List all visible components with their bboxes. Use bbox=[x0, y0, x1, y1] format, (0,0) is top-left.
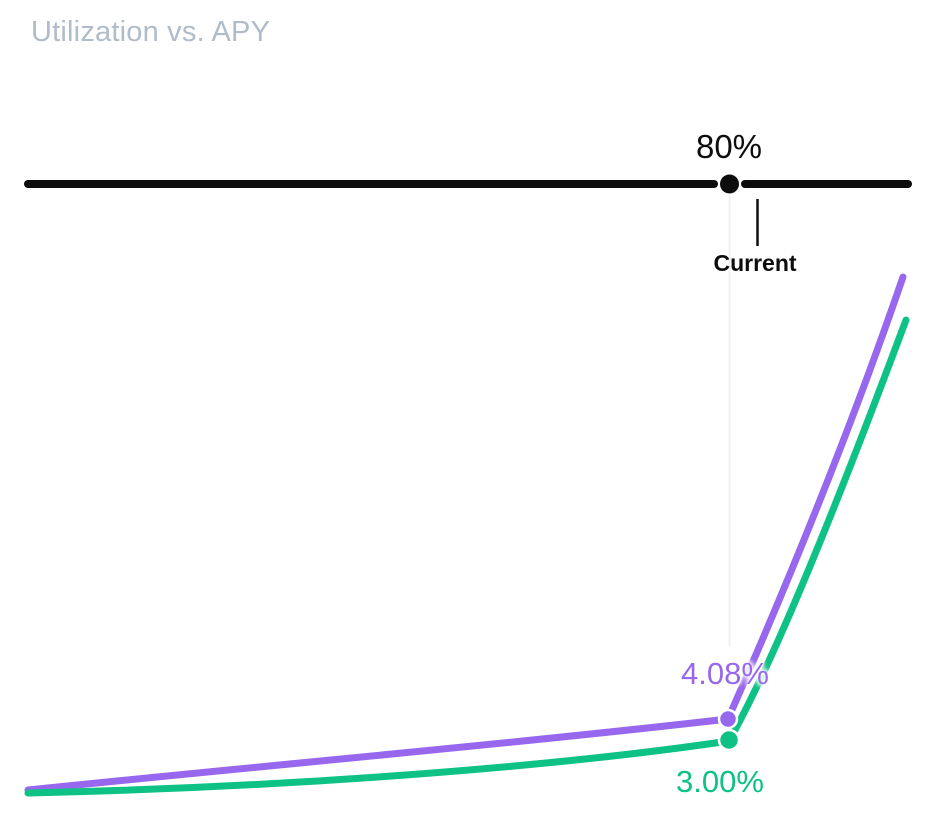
purple-apy-curve bbox=[24, 273, 907, 794]
current-utilization-label: Current bbox=[713, 250, 797, 276]
green-apy-point-marker bbox=[717, 728, 741, 752]
purple-apy-point-marker bbox=[717, 708, 739, 730]
green-apy-curve bbox=[24, 316, 910, 797]
green-apy-value-label: 3.00% bbox=[676, 764, 764, 799]
slider-handle[interactable] bbox=[720, 174, 739, 194]
slider-value-label: 80% bbox=[695, 128, 763, 165]
chart-title: Utilization vs. APY bbox=[31, 16, 271, 48]
purple-apy-value-label: 4.08% bbox=[681, 656, 769, 691]
